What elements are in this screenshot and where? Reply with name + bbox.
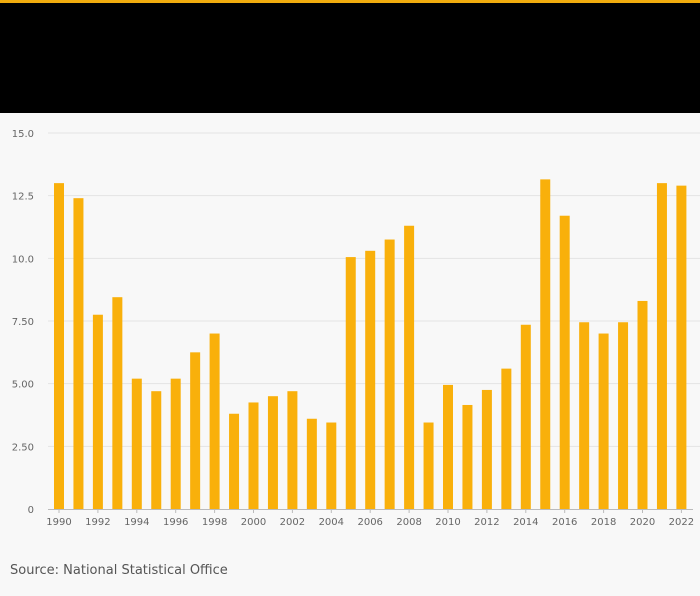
bar-2015 [540, 179, 551, 509]
y-tick-label: 0 [28, 505, 34, 516]
bar-1995 [151, 391, 162, 509]
bar-2004 [326, 422, 337, 509]
x-tick-label: 2004 [319, 517, 344, 528]
bar-2011 [462, 404, 473, 509]
x-tick-label: 2020 [630, 517, 655, 528]
bar-2022 [676, 185, 687, 509]
bar-1991 [73, 198, 84, 509]
x-tick-label: 2000 [241, 517, 266, 528]
y-tick-label: 15.0 [12, 129, 34, 140]
bar-2002 [287, 391, 298, 509]
source-note: Source: National Statistical Office [10, 563, 228, 578]
bar-2017 [579, 322, 590, 509]
bar-1990 [54, 183, 64, 509]
bar-2012 [481, 389, 492, 509]
x-tick-label: 2016 [552, 517, 577, 528]
y-axis: 0 2.50 5.00 7.50 10.0 12.5 15.0 [12, 129, 34, 516]
y-tick-label: 7.50 [12, 317, 34, 328]
bar-2005 [345, 257, 356, 509]
chart-area: 0 2.50 5.00 7.50 10.0 12.5 15.0 1990 1992 1994 19… [0, 113, 700, 553]
bar-2014 [520, 324, 531, 509]
x-tick-label: 1996 [163, 517, 188, 528]
bar-2008 [404, 225, 415, 509]
bar-2013 [501, 368, 512, 509]
bar-2007 [384, 239, 395, 509]
y-tick-label: 5.00 [12, 380, 34, 391]
bar-1997 [190, 352, 201, 509]
bar-2001 [267, 396, 278, 509]
x-tick-label: 2010 [435, 517, 460, 528]
y-tick-label: 2.50 [12, 442, 34, 453]
bar-2009 [423, 422, 434, 509]
top-accent-rule [0, 0, 700, 3]
header-band [0, 3, 700, 113]
bar-1992 [92, 314, 103, 509]
bar-2003 [306, 418, 317, 509]
bars [54, 179, 687, 509]
x-tick-label: 2014 [513, 517, 538, 528]
x-tick-label: 2002 [280, 517, 305, 528]
bar-1994 [131, 378, 142, 509]
x-tick-label: 2022 [669, 517, 694, 528]
gridlines [48, 132, 700, 447]
bar-2020 [637, 300, 648, 509]
bar-1999 [229, 413, 240, 509]
x-tick-label: 2008 [396, 517, 421, 528]
x-axis: 1990 1992 1994 1996 1998 2000 2002 2004 2006 2008… [46, 509, 694, 528]
bar-1996 [170, 378, 181, 509]
bar-2000 [248, 402, 259, 509]
bar-2010 [443, 384, 453, 509]
y-tick-label: 10.0 [12, 254, 34, 265]
x-tick-label: 2006 [357, 517, 382, 528]
x-tick-label: 2018 [591, 517, 616, 528]
bar-2018 [598, 333, 609, 509]
x-tick-label: 1994 [124, 517, 149, 528]
bar-2021 [656, 183, 667, 509]
bar-2016 [559, 215, 570, 509]
x-tick-label: 1998 [202, 517, 227, 528]
bar-2019 [618, 322, 629, 509]
x-tick-label: 1992 [85, 517, 110, 528]
x-tick-label: 1990 [46, 517, 71, 528]
bar-2006 [365, 250, 376, 509]
bar-1993 [112, 297, 123, 509]
x-tick-label: 2012 [474, 517, 499, 528]
y-tick-label: 12.5 [12, 192, 34, 203]
bar-1998 [209, 333, 220, 509]
